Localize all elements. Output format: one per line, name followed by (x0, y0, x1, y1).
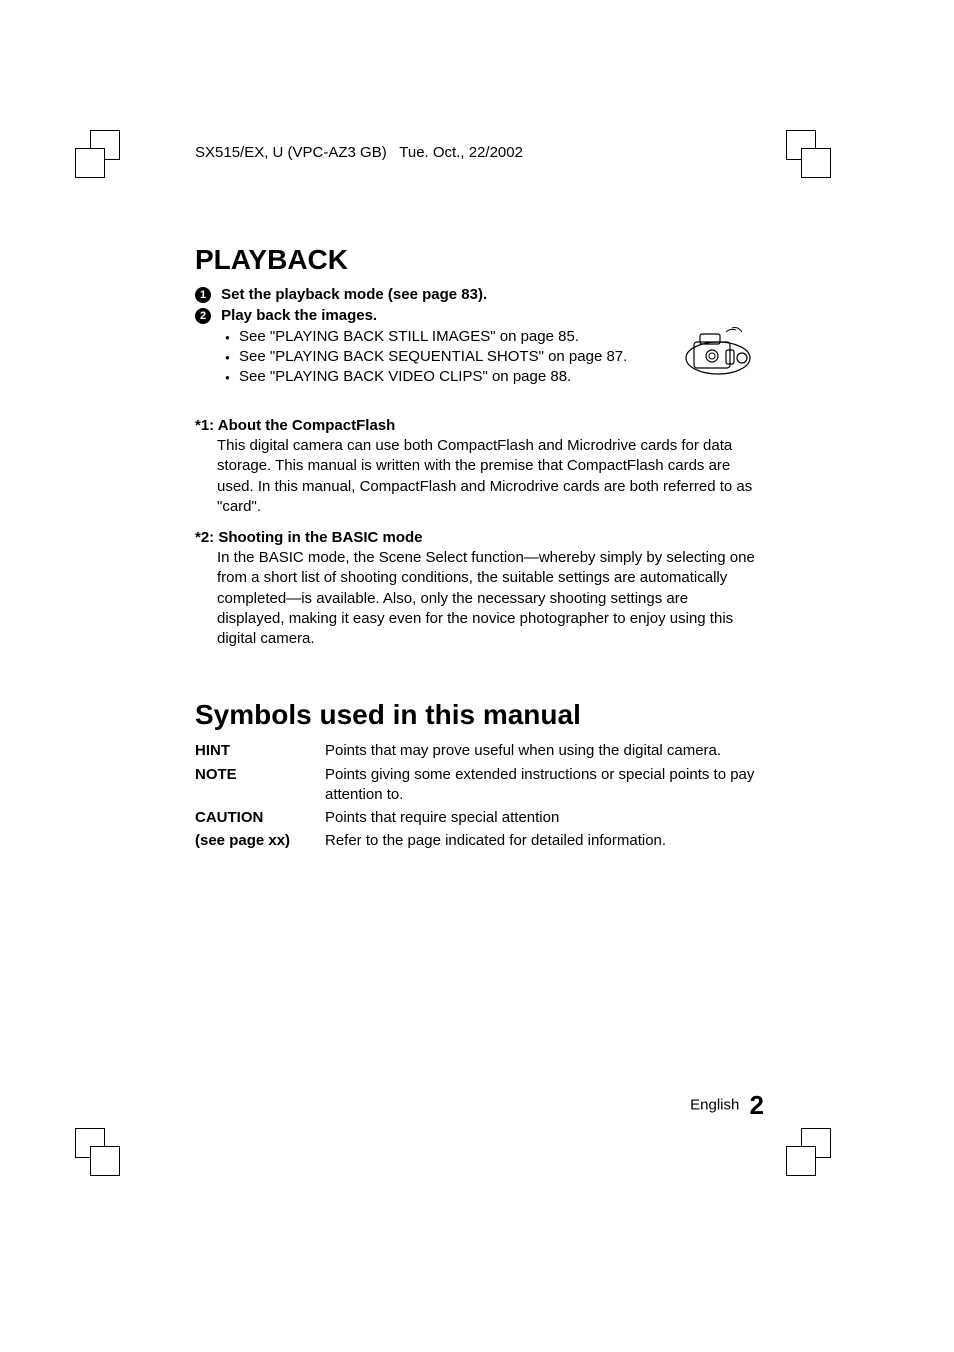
note-2-body: In the BASIC mode, the Scene Select func… (217, 548, 755, 649)
step-1: 1 Set the playback mode (see page 83). (195, 286, 755, 303)
note-2-label: *2: Shooting in the BASIC mode (195, 529, 755, 546)
footer-page-number: 2 (750, 1090, 764, 1120)
symbol-caution-desc: Points that require special attention (325, 808, 755, 828)
symbol-row-note: NOTE Points giving some extended instruc… (195, 765, 755, 806)
footer-lang: English (690, 1096, 739, 1113)
step-1-text: Set the playback mode (see page 83). (221, 286, 487, 303)
bullet-2: See "PLAYING BACK SEQUENTIAL SHOTS" on p… (225, 348, 755, 365)
bullet-1: See "PLAYING BACK STILL IMAGES" on page … (225, 328, 755, 345)
symbol-seepage-desc: Refer to the page indicated for detailed… (325, 831, 755, 851)
symbol-row-hint: HINT Points that may prove useful when u… (195, 741, 755, 761)
step-1-number: 1 (195, 287, 211, 303)
bullet-list: See "PLAYING BACK STILL IMAGES" on page … (225, 328, 755, 385)
playback-title: PLAYBACK (195, 244, 755, 276)
symbol-caution-label: CAUTION (195, 808, 325, 828)
note-1-body: This digital camera can use both Compact… (217, 436, 755, 517)
symbols-title: Symbols used in this manual (195, 699, 755, 731)
symbol-hint-label: HINT (195, 741, 325, 761)
crop-mark-tr (786, 130, 846, 190)
page-header: SX515/EX, U (VPC-AZ3 GB) Tue. Oct., 22/2… (195, 144, 523, 161)
symbol-note-label: NOTE (195, 765, 325, 806)
page-footer: English 2 (690, 1090, 764, 1121)
symbol-row-caution: CAUTION Points that require special atte… (195, 808, 755, 828)
notes-section: *1: About the CompactFlash This digital … (195, 417, 755, 649)
symbols-section: Symbols used in this manual HINT Points … (195, 699, 755, 851)
step-2-number: 2 (195, 308, 211, 324)
doc-date: Tue. Oct., 22/2002 (399, 144, 523, 161)
symbol-row-seepage: (see page xx) Refer to the page indicate… (195, 831, 755, 851)
crop-mark-bl (75, 1128, 135, 1188)
step-2-text: Play back the images. (221, 307, 377, 324)
bullet-3: See "PLAYING BACK VIDEO CLIPS" on page 8… (225, 368, 755, 385)
crop-mark-br (786, 1128, 846, 1188)
symbol-hint-desc: Points that may prove useful when using … (325, 741, 755, 761)
symbol-seepage-label: (see page xx) (195, 831, 325, 851)
step-2: 2 Play back the images. (195, 307, 755, 324)
crop-mark-tl (75, 130, 135, 190)
note-1-label: *1: About the CompactFlash (195, 417, 755, 434)
doc-id: SX515/EX, U (VPC-AZ3 GB) (195, 144, 387, 161)
symbol-note-desc: Points giving some extended instructions… (325, 765, 755, 806)
